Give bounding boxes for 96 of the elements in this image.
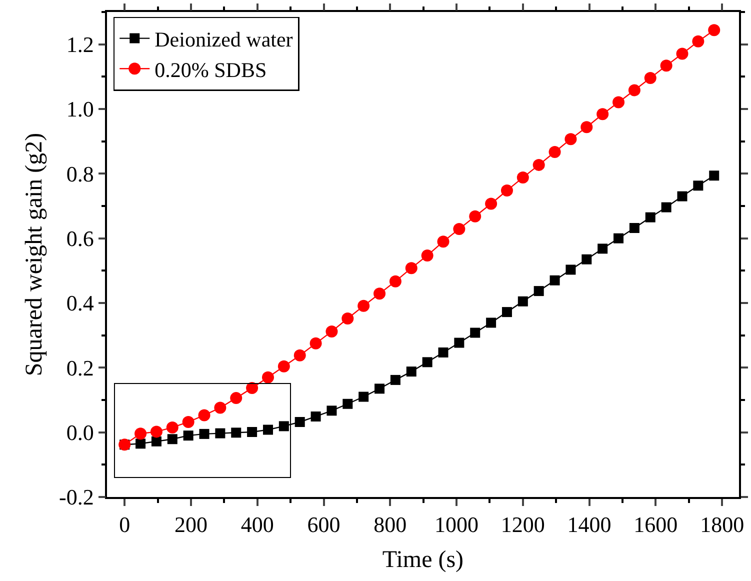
point [612,96,625,108]
y-tick-label: 0.6 [66,226,94,252]
point [709,170,720,181]
point [166,421,178,434]
point [374,288,386,300]
point [199,428,210,439]
point [342,312,354,325]
point [278,421,289,432]
point [390,374,400,385]
point [453,222,466,235]
point [500,184,513,196]
point [405,262,418,274]
point [437,236,450,248]
point [548,146,561,158]
point [566,264,576,275]
point [485,198,498,210]
point [596,108,609,120]
point [215,428,226,438]
point [628,84,640,96]
legend-label: Deionized water [154,27,293,52]
x-axis-title: Time (s) [382,546,464,573]
y-tick-label: 0.0 [66,420,94,446]
point [550,275,560,286]
point [262,371,274,384]
point [564,133,577,146]
point [693,180,704,191]
point [262,424,273,435]
x-tick-label: 0 [119,512,130,538]
point [358,300,370,312]
point [183,430,194,441]
point [198,409,210,422]
point [326,325,338,338]
point [677,191,688,202]
point [421,249,434,262]
point [247,427,258,438]
point [167,434,178,444]
point [374,384,385,394]
point [389,275,402,288]
point [470,328,480,338]
point [518,296,528,306]
y-tick-label: 0.2 [66,355,94,380]
point [422,357,432,368]
point [294,416,305,427]
point [151,436,162,446]
point [644,72,656,84]
y-axis-title: Squared weight gain (g2) [22,132,48,376]
point [486,318,496,328]
point [469,210,482,222]
point [676,48,688,60]
point [660,60,672,72]
point [150,426,162,438]
x-tick-label: 1600 [634,512,678,538]
point [310,411,321,422]
x-tick-label: 600 [307,512,340,538]
point [582,254,592,264]
point [502,307,512,318]
point [532,158,545,171]
point [182,416,194,428]
point [214,402,226,414]
point [406,366,416,377]
y-tick-label: 1.0 [66,96,94,122]
x-tick-label: 1800 [700,512,744,538]
point [534,286,544,296]
point [692,35,704,48]
point [454,338,464,348]
point [246,382,258,394]
legend-label: 0.20% SDBS [154,58,267,82]
point [136,438,146,449]
point [580,121,593,134]
point [358,392,369,402]
point [598,244,608,254]
x-tick-label: 1200 [500,512,545,538]
x-tick-label: 400 [240,512,274,538]
y-tick-label: 0.8 [66,161,94,186]
point [326,406,337,416]
point [278,360,290,372]
point [342,398,353,409]
point [708,24,720,36]
y-tick-label: 1.2 [66,32,94,58]
x-tick-label: 1000 [434,512,479,538]
point [231,428,242,438]
point [310,337,322,350]
point [645,212,656,222]
point [629,222,640,233]
x-tick-label: 800 [374,512,407,538]
point [438,347,448,358]
y-tick-label: 0.4 [66,290,94,316]
point [294,349,306,362]
y-tick-label: -0.2 [59,484,94,510]
point [134,428,147,440]
point [230,392,242,404]
point [661,202,672,212]
x-tick-label: 200 [174,512,208,538]
point [614,233,624,244]
point [516,172,529,184]
x-tick-label: 1400 [567,512,612,538]
